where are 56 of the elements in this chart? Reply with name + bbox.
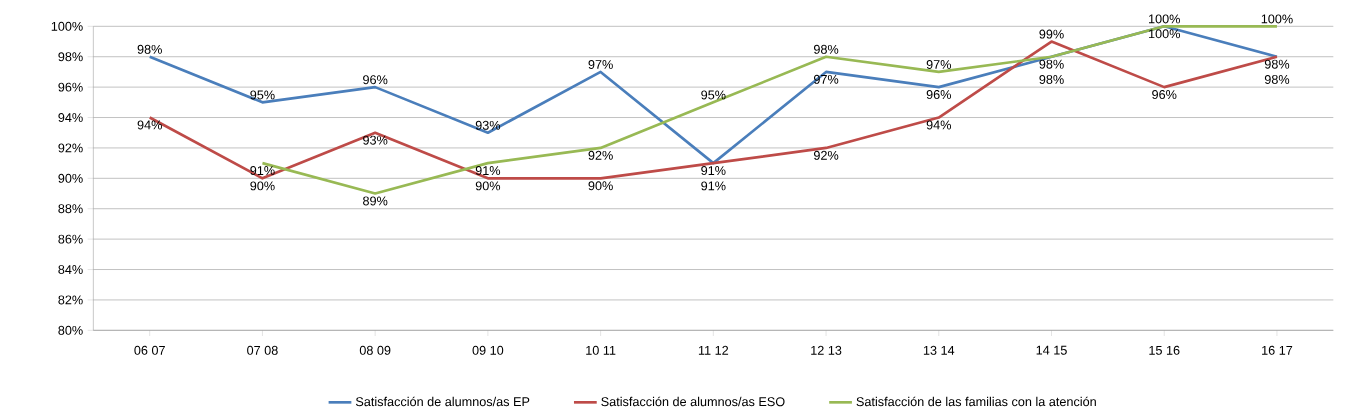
- data-label: 97%: [588, 60, 613, 69]
- data-label: 93%: [363, 135, 388, 145]
- data-label: 96%: [926, 90, 952, 100]
- data-label: 98%: [137, 44, 162, 54]
- data-label: 98%: [813, 44, 839, 54]
- y-tick-label: 98%: [58, 52, 83, 62]
- data-label: 98%: [1264, 74, 1290, 84]
- y-tick-label: 82%: [58, 295, 83, 305]
- data-label: 92%: [588, 150, 613, 160]
- x-tick-label: 14 15: [1036, 345, 1067, 355]
- data-label: 98%: [1264, 59, 1290, 69]
- x-tick-label: 09 10: [472, 345, 504, 355]
- data-label: 95%: [250, 90, 275, 100]
- x-tick-label: 07 08: [247, 345, 278, 355]
- data-label: 100%: [1149, 14, 1180, 24]
- y-tick-label: 86%: [58, 234, 83, 244]
- data-label: 91%: [701, 181, 726, 191]
- data-label: 90%: [250, 181, 275, 191]
- data-label: 93%: [475, 120, 501, 130]
- legend-label: Satisfacción de alumnos/as EP: [355, 396, 530, 407]
- y-tick-label: 92%: [58, 143, 83, 153]
- y-tick-label: 84%: [58, 265, 83, 275]
- data-label: 98%: [1039, 74, 1064, 84]
- legend-label: Satisfacción de las familias con la atención: [856, 396, 1096, 407]
- data-label: 94%: [137, 120, 162, 130]
- x-tick-label: 15 16: [1149, 345, 1180, 355]
- data-label: 98%: [1039, 59, 1064, 69]
- x-tick-label: 08 09: [359, 345, 391, 355]
- data-label: 100%: [1261, 14, 1293, 24]
- data-label: 96%: [363, 75, 388, 85]
- y-tick-label: 80%: [58, 325, 83, 335]
- y-tick-label: 96%: [58, 82, 83, 92]
- x-tick-label: 12 13: [811, 345, 842, 355]
- data-label: 89%: [363, 196, 388, 206]
- data-label: 91%: [475, 166, 501, 176]
- data-label: 90%: [588, 181, 613, 191]
- data-label: 91%: [701, 166, 726, 176]
- y-tick-label: 88%: [58, 204, 83, 214]
- data-label: 91%: [250, 166, 275, 176]
- data-label: 92%: [813, 150, 839, 160]
- y-tick-label: 90%: [58, 173, 83, 183]
- x-tick-label: 06 07: [134, 345, 165, 355]
- data-label: 94%: [926, 120, 952, 130]
- x-tick-label: 10 11: [586, 345, 616, 355]
- data-label: 97%: [926, 60, 952, 69]
- data-label: 90%: [475, 181, 501, 191]
- y-tick-label: 100%: [51, 21, 83, 31]
- data-label: 99%: [1039, 29, 1064, 39]
- y-tick-label: 94%: [58, 113, 83, 123]
- data-label: 100%: [1149, 29, 1180, 39]
- x-tick-label: 16 17: [1262, 345, 1293, 355]
- x-tick-label: 13 14: [923, 345, 955, 355]
- legend-label: Satisfacción de alumnos/as ESO: [601, 396, 785, 407]
- data-label: 96%: [1152, 90, 1177, 100]
- data-label: 95%: [701, 90, 726, 100]
- x-tick-label: 11 12: [698, 345, 729, 355]
